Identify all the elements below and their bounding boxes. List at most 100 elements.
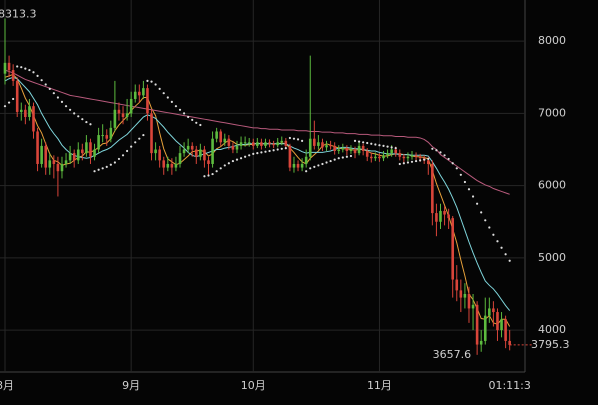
sar-dot [142, 133, 145, 137]
sar-dot [231, 159, 235, 163]
candle-body [231, 145, 235, 150]
sar-dot [394, 146, 397, 150]
sar-dot [162, 92, 165, 95]
sar-dot [69, 108, 72, 111]
sar-dot [219, 167, 222, 170]
sar-dot [223, 164, 226, 167]
candle-body [479, 340, 483, 345]
y-tick-label: 5000 [538, 251, 566, 264]
candle-body [190, 145, 194, 150]
x-tick-label: 10月 [241, 379, 266, 392]
candle-body [142, 88, 145, 96]
sar-dot [435, 149, 438, 152]
sar-dot [268, 149, 271, 153]
sar-dot [386, 145, 389, 148]
candle-body [345, 148, 349, 151]
candle-body [194, 149, 198, 157]
candle-body [317, 142, 320, 146]
candle-body [219, 131, 223, 143]
sar-dot [414, 159, 418, 163]
candle-body [325, 145, 328, 148]
sar-dot [378, 144, 381, 147]
sar-dot [52, 92, 55, 95]
sar-dot [280, 147, 283, 150]
sar-dot [28, 68, 31, 72]
sar-dot [166, 96, 169, 99]
candle-body [7, 62, 11, 71]
sar-dot [56, 96, 60, 99]
sar-dot [366, 141, 369, 145]
sar-dot [3, 105, 7, 108]
sar-dot [292, 137, 296, 140]
candle-body [24, 109, 27, 118]
candle-body [178, 153, 182, 164]
candle-body [129, 98, 133, 114]
sar-dot [321, 162, 324, 166]
sar-dot [463, 180, 467, 184]
sar-dot [73, 112, 76, 115]
sar-dot [455, 167, 458, 170]
candle-body [243, 142, 247, 144]
candle-body [292, 163, 296, 168]
candle-body [113, 109, 117, 128]
y-tick-label: 8000 [538, 34, 566, 47]
candle-body [414, 155, 418, 157]
sar-dot [423, 158, 426, 161]
y-tick-label: 4000 [538, 323, 566, 336]
sar-dot [504, 253, 507, 256]
candle-body [44, 145, 47, 168]
candle-body [146, 88, 149, 114]
candle-body [374, 156, 377, 159]
x-tick-label: 8月 [0, 379, 14, 392]
sar-dot [195, 121, 198, 124]
sar-dot [443, 154, 446, 157]
sar-dot [264, 150, 267, 153]
candle-body [48, 160, 52, 168]
candle-body [125, 113, 129, 118]
sar-dot [97, 168, 100, 171]
sar-dot [256, 152, 259, 155]
sar-dot [476, 202, 479, 205]
candle-body [353, 149, 357, 154]
sar-dot [398, 162, 401, 166]
candle-body [256, 142, 259, 146]
candle-body [264, 142, 267, 146]
candle-body [166, 163, 170, 168]
sar-dot [109, 163, 112, 166]
candle-body [357, 145, 361, 154]
candle-body [203, 149, 206, 161]
sar-dot [85, 120, 88, 124]
candle-body [150, 113, 153, 154]
candle-body [300, 163, 304, 168]
candle-body [496, 312, 499, 331]
sar-dot [48, 87, 51, 90]
sar-dot [471, 195, 475, 198]
sar-dot [410, 160, 414, 163]
candle-body [227, 138, 231, 146]
sar-dot [77, 115, 80, 118]
moving-average-line [4, 76, 511, 311]
sar-dot [276, 148, 279, 151]
candle-body [500, 319, 503, 331]
sar-dot [130, 145, 133, 148]
candle-body [451, 218, 454, 280]
sar-dot [12, 97, 15, 101]
candle-body [272, 143, 275, 146]
candle-body [97, 135, 100, 150]
sar-dot [207, 174, 210, 177]
candle-body [304, 156, 308, 164]
sar-dot [7, 101, 11, 104]
sar-dot [101, 167, 104, 170]
candle-body [361, 145, 365, 151]
candle-body [247, 142, 251, 144]
candle-body [32, 106, 35, 132]
sar-dot [199, 123, 202, 127]
candle-body [382, 155, 385, 159]
sar-dot [126, 149, 129, 153]
candle-body [85, 142, 88, 154]
y-tick-label: 6000 [538, 179, 566, 192]
candle-body [333, 145, 336, 151]
sar-dot [113, 161, 116, 164]
